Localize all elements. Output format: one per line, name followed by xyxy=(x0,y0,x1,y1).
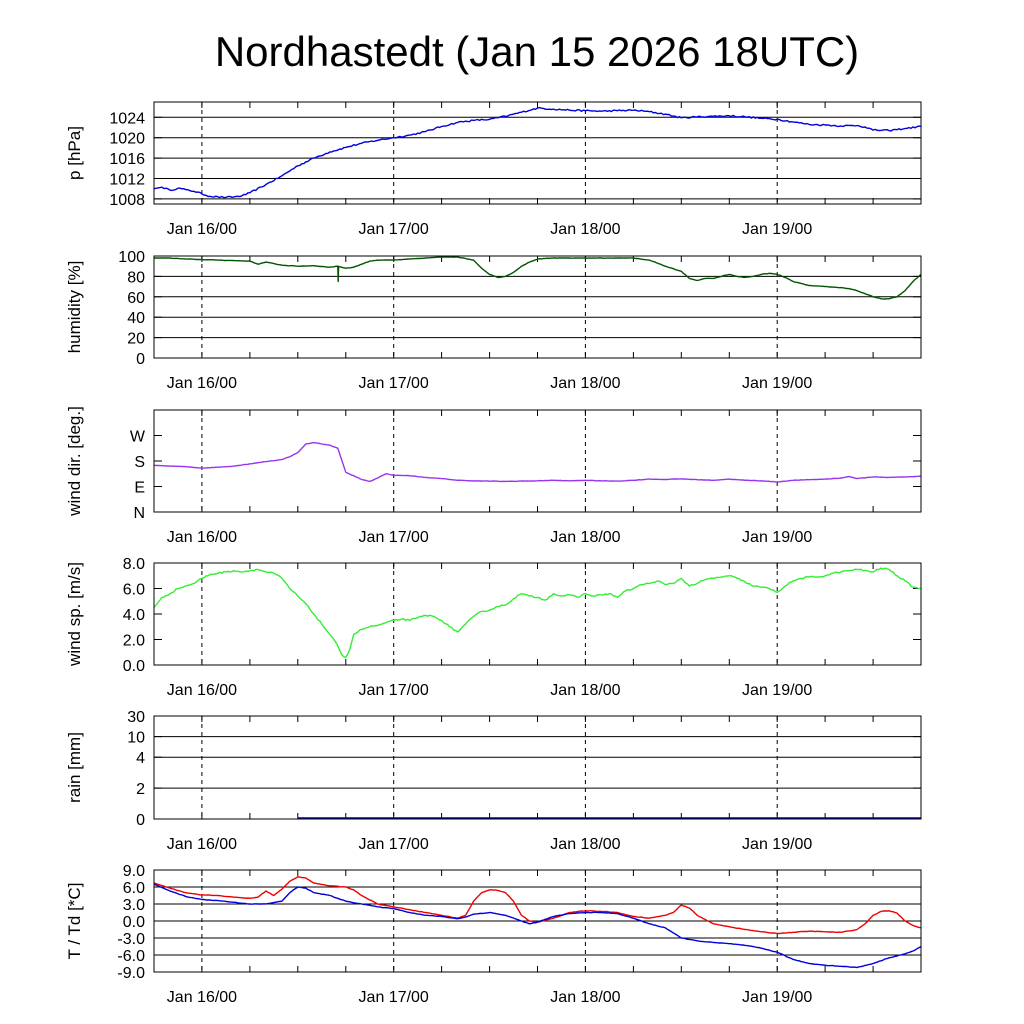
y-axis-label-rain: rain [mm] xyxy=(65,732,84,803)
x-tick-label-winddir: Jan 19/00 xyxy=(742,529,812,546)
panel-frame xyxy=(153,409,922,513)
y-tick-label-windspeed: 2.0 xyxy=(123,633,145,650)
x-tick-label-temperature: Jan 19/00 xyxy=(742,989,812,1006)
x-tick-label-rain: Jan 18/00 xyxy=(550,836,620,853)
x-tick-label-pressure: Jan 16/00 xyxy=(167,221,237,238)
x-tick-label-rain: Jan 19/00 xyxy=(742,836,812,853)
x-tick-label-windspeed: Jan 17/00 xyxy=(359,682,429,699)
y-axis-label-windspeed: wind sp. [m/s] xyxy=(65,562,84,667)
x-tick-label-humidity: Jan 18/00 xyxy=(550,375,620,392)
y-tick-label-rain: 4 xyxy=(136,750,145,767)
y-tick-label-temperature: -9.0 xyxy=(117,965,145,982)
panel-frame xyxy=(153,562,922,666)
panel-frame xyxy=(153,715,922,820)
y-tick-label-temperature: -3.0 xyxy=(117,931,145,948)
y-tick-label-temperature: 0.0 xyxy=(123,914,145,931)
panel-windspeed: 0.0 2.0 4.0 6.0 8.0 wind sp. [m/s] Jan 16/00 Ja… xyxy=(65,556,922,699)
y-tick-label-windspeed: 8.0 xyxy=(123,556,145,573)
y-tick-label-rain: 10 xyxy=(127,730,145,747)
x-tick-label-winddir: Jan 18/00 xyxy=(550,529,620,546)
y-tick-label-pressure: 1020 xyxy=(109,131,145,148)
x-tick-label-windspeed: Jan 19/00 xyxy=(742,682,812,699)
y-tick-label-temperature: 3.0 xyxy=(123,897,145,914)
x-tick-label-pressure: Jan 17/00 xyxy=(359,221,429,238)
y-tick-label-winddir: E xyxy=(134,480,145,497)
y-tick-label-winddir: S xyxy=(134,454,145,471)
series-pressure xyxy=(154,106,921,199)
x-tick-label-winddir: Jan 17/00 xyxy=(359,529,429,546)
y-axis-label-humidity: humidity [%] xyxy=(65,261,84,354)
x-tick-label-temperature: Jan 16/00 xyxy=(167,989,237,1006)
x-tick-label-temperature: Jan 18/00 xyxy=(550,989,620,1006)
series-humidity xyxy=(154,256,921,300)
panel-pressure: 1008 1012 1016 1020 1024 p [hPa] Jan 16/00 Jan … xyxy=(65,101,922,238)
y-tick-label-pressure: 1024 xyxy=(109,110,145,127)
y-tick-label-pressure: 1016 xyxy=(109,151,145,168)
y-tick-label-windspeed: 0.0 xyxy=(123,658,145,675)
y-axis-label-winddir: wind dir. [deg.] xyxy=(65,406,84,517)
y-tick-label-winddir: W xyxy=(130,429,146,446)
y-tick-label-humidity: 0 xyxy=(136,351,145,368)
x-tick-label-windspeed: Jan 16/00 xyxy=(167,682,237,699)
series-dew-point xyxy=(154,883,921,969)
y-tick-label-humidity: 60 xyxy=(127,290,145,307)
x-tick-label-humidity: Jan 19/00 xyxy=(742,375,812,392)
series-humidity-dip xyxy=(337,266,340,283)
y-tick-label-humidity: 20 xyxy=(127,331,145,348)
y-tick-label-temperature: 6.0 xyxy=(123,880,145,897)
y-tick-label-rain: 2 xyxy=(136,781,145,798)
y-tick-label-rain: 0 xyxy=(136,812,145,829)
x-tick-label-rain: Jan 17/00 xyxy=(359,836,429,853)
panel-frame xyxy=(153,869,922,973)
y-tick-label-humidity: 40 xyxy=(127,310,145,327)
y-tick-label-temperature: 9.0 xyxy=(123,863,145,880)
y-axis-label-pressure: p [hPa] xyxy=(65,126,84,180)
y-tick-label-humidity: 100 xyxy=(118,249,145,266)
series-temperature xyxy=(154,876,921,935)
y-tick-label-pressure: 1012 xyxy=(109,172,145,189)
x-tick-label-pressure: Jan 18/00 xyxy=(550,221,620,238)
y-tick-label-windspeed: 4.0 xyxy=(123,607,145,624)
x-tick-label-humidity: Jan 17/00 xyxy=(359,375,429,392)
panel-frame xyxy=(153,255,922,359)
panel-frame xyxy=(153,101,922,205)
x-tick-label-winddir: Jan 16/00 xyxy=(167,529,237,546)
y-tick-label-temperature: -6.0 xyxy=(117,948,145,965)
x-tick-label-temperature: Jan 17/00 xyxy=(359,989,429,1006)
y-axis-label-temperature: T / Td [*C] xyxy=(65,883,84,960)
panel-rain: 0 2 4 10 30 rain [mm] Jan 16/00 Jan 17/00 Jan 18… xyxy=(65,709,922,853)
series-wind-speed xyxy=(154,567,921,659)
chart-title: Nordhastedt (Jan 15 2026 18UTC) xyxy=(215,28,859,75)
y-tick-label-pressure: 1008 xyxy=(109,192,145,209)
x-tick-label-humidity: Jan 16/00 xyxy=(167,375,237,392)
y-tick-label-winddir: N xyxy=(133,505,145,522)
x-tick-label-windspeed: Jan 18/00 xyxy=(550,682,620,699)
series-wind-direction xyxy=(154,441,921,483)
panel-temperature: -9.0-6.0-3.00.03.06.09.0 T / Td [*C] Jan 1… xyxy=(65,863,922,1006)
y-tick-label-humidity: 80 xyxy=(127,269,145,286)
x-tick-label-pressure: Jan 19/00 xyxy=(742,221,812,238)
y-tick-label-rain: 30 xyxy=(127,709,145,726)
y-tick-label-windspeed: 6.0 xyxy=(123,582,145,599)
panel-humidity: 0 20 40 60 80 100 humidity [%] Jan 16/00 Jan 17/… xyxy=(65,249,922,392)
x-tick-label-rain: Jan 16/00 xyxy=(167,836,237,853)
